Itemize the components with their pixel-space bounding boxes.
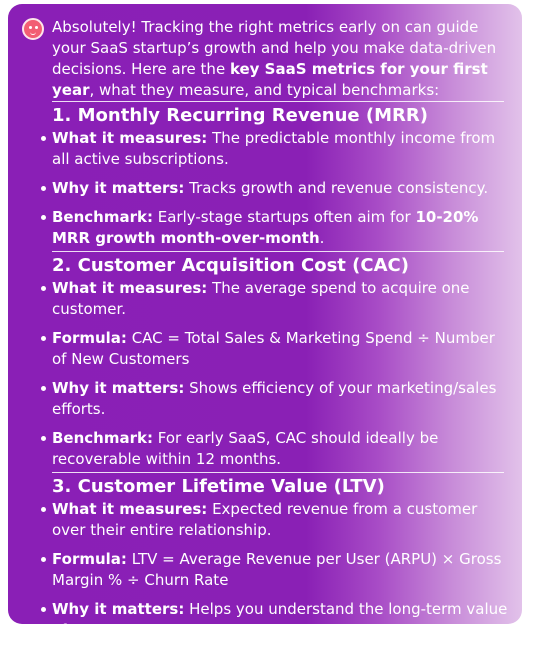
item-label: Benchmark: <box>52 429 153 447</box>
list-item: Why it matters: Tracks growth and revenu… <box>41 178 512 199</box>
section-divider <box>52 101 504 102</box>
intro-bold-text: key SaaS metrics for your first year <box>52 60 488 99</box>
item-label: What it measures: <box>52 129 208 147</box>
item-label: Why it matters: <box>52 179 185 197</box>
cac-list: What it measures: The average spend to a… <box>41 278 512 470</box>
list-item: Benchmark: Early-stage startups often ai… <box>41 207 512 249</box>
list-item: Formula: LTV = Average Revenue per User … <box>41 549 512 591</box>
ltv-list: What it measures: Expected revenue from … <box>41 499 512 641</box>
list-item: What it measures: Expected revenue from … <box>41 499 512 541</box>
mrr-list: What it measures: The predictable monthl… <box>41 128 512 249</box>
section-title-cac: 2. Customer Acquisition Cost (CAC) <box>52 255 409 276</box>
item-label: Why it matters: <box>52 379 185 397</box>
message-body: Absolutely! Tracking the right metrics e… <box>41 17 512 649</box>
item-label: Benchmark: <box>52 208 153 226</box>
section-title-mrr: 1. Monthly Recurring Revenue (MRR) <box>52 105 428 126</box>
intro-text-end: , what they measure, and typical benchma… <box>89 81 440 99</box>
intro-text: Absolutely! Tracking the right metrics e… <box>52 18 497 78</box>
list-item: Benchmark: For early SaaS, CAC should id… <box>41 428 512 470</box>
list-item: Formula: CAC = Total Sales & Marketing S… <box>41 328 512 370</box>
item-text: For early SaaS, CAC should ideally be re… <box>52 429 439 468</box>
item-text: Expected revenue from a customer over th… <box>52 500 478 539</box>
item-label: Formula: <box>52 329 127 347</box>
item-text: CAC = Total Sales & Marketing Spend ÷ Nu… <box>52 329 495 368</box>
intro-paragraph: Absolutely! Tracking the right metrics e… <box>52 17 512 101</box>
section-divider <box>52 251 504 252</box>
list-item: Why it matters: Shows efficiency of your… <box>41 378 512 420</box>
item-bold-text: 10-20% MRR growth month-over-month <box>52 208 479 247</box>
item-label: What it measures: <box>52 500 208 518</box>
item-text: Tracks growth and revenue consistency. <box>184 179 489 197</box>
item-label: Formula: <box>52 550 127 568</box>
list-item: Why it matters: Helps you understand the… <box>41 599 512 641</box>
item-text: Early-stage startups often aim for <box>152 208 416 226</box>
list-item: What it measures: The predictable monthl… <box>41 128 512 170</box>
section-divider <box>52 472 504 473</box>
item-label: Why it matters: <box>52 600 185 618</box>
item-text: The average spend to acquire one custome… <box>52 279 470 318</box>
item-text: LTV = Average Revenue per User (ARPU) × … <box>52 550 502 589</box>
item-label: What it measures: <box>52 279 208 297</box>
list-item: What it measures: The average spend to a… <box>41 278 512 320</box>
assistant-avatar-icon <box>22 18 44 40</box>
section-title-ltv: 3. Customer Lifetime Value (LTV) <box>52 476 385 497</box>
chat-message-card: Absolutely! Tracking the right metrics e… <box>8 4 522 639</box>
item-text-end: . <box>319 229 325 247</box>
item-text: Shows efficiency of your marketing/sales… <box>52 379 497 418</box>
item-text: The predictable monthly income from all … <box>52 129 496 168</box>
